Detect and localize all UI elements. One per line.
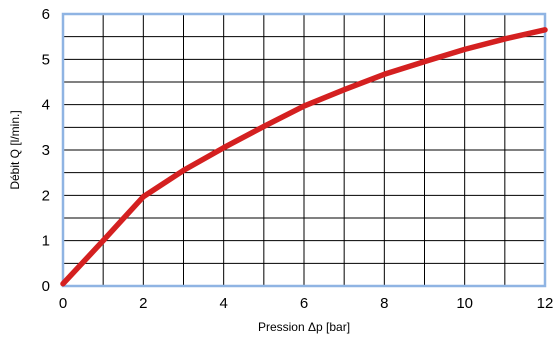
y-axis-label: Débit Q [l/min.] (8, 110, 22, 189)
x-axis-ticks: 0 2 4 6 8 10 12 (59, 295, 554, 312)
y-tick-label: 6 (42, 6, 50, 23)
y-axis-ticks: 0 1 2 3 4 5 6 (42, 6, 50, 295)
y-tick-label: 2 (42, 187, 50, 204)
y-tick-label: 5 (42, 51, 50, 68)
x-tick-label: 8 (380, 295, 388, 312)
x-tick-label: 4 (219, 295, 227, 312)
y-tick-label: 1 (42, 233, 50, 250)
y-tick-label: 0 (42, 278, 50, 295)
y-tick-label: 3 (42, 142, 50, 159)
plot-frame (61, 12, 547, 288)
series-layer (60, 27, 548, 287)
x-tick-label: 6 (300, 295, 308, 312)
x-tick-label: 2 (139, 295, 147, 312)
y-tick-label: 4 (42, 97, 50, 114)
x-axis-label: Pression Δp [bar] (258, 320, 350, 334)
data-line (60, 27, 548, 287)
x-tick-label: 10 (456, 295, 473, 312)
x-tick-label: 0 (59, 295, 67, 312)
x-tick-label: 12 (537, 295, 554, 312)
grid (63, 14, 545, 286)
